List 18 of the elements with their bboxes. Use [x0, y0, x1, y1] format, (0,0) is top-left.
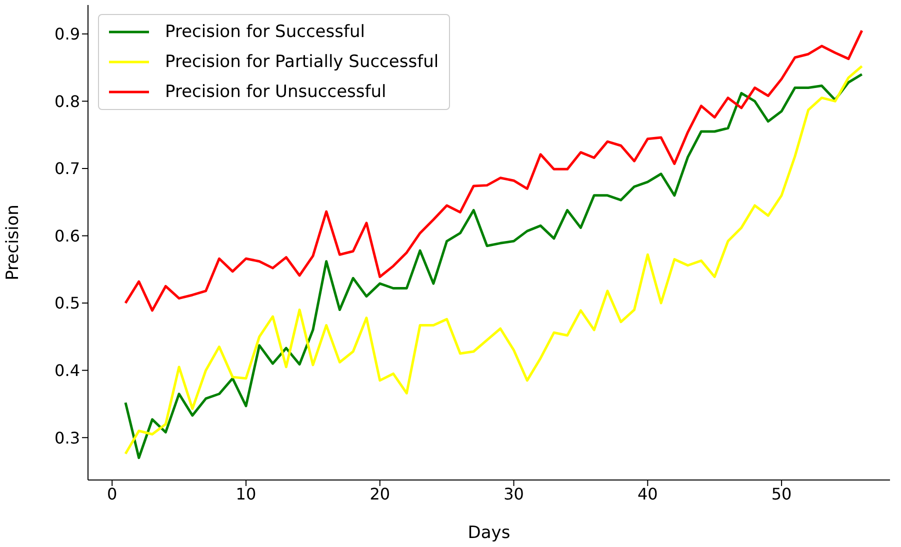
y-tick-label: 0.3: [54, 428, 80, 448]
legend-label: Precision for Successful: [165, 21, 365, 44]
y-tick-label: 0.6: [54, 226, 80, 246]
x-tick-label: 30: [504, 484, 524, 504]
y-axis-title: Precision: [3, 204, 24, 280]
x-tick-label: 0: [107, 484, 118, 504]
x-tick-label: 10: [236, 484, 256, 504]
y-tick-label: 0.8: [54, 92, 80, 111]
y-tick-label: 0.5: [54, 294, 80, 313]
y-tick-label: 0.4: [54, 361, 80, 380]
legend-label: Precision for Unsuccessful: [165, 81, 386, 104]
y-tick-label: 0.7: [54, 159, 80, 178]
legend-label: Precision for Partially Successful: [165, 51, 439, 74]
x-tick-label: 20: [370, 484, 390, 504]
x-axis-title: Days: [468, 523, 510, 543]
x-tick-label: 40: [637, 484, 658, 504]
x-tick-label: 50: [771, 484, 792, 504]
y-tick-label: 0.9: [54, 24, 80, 44]
